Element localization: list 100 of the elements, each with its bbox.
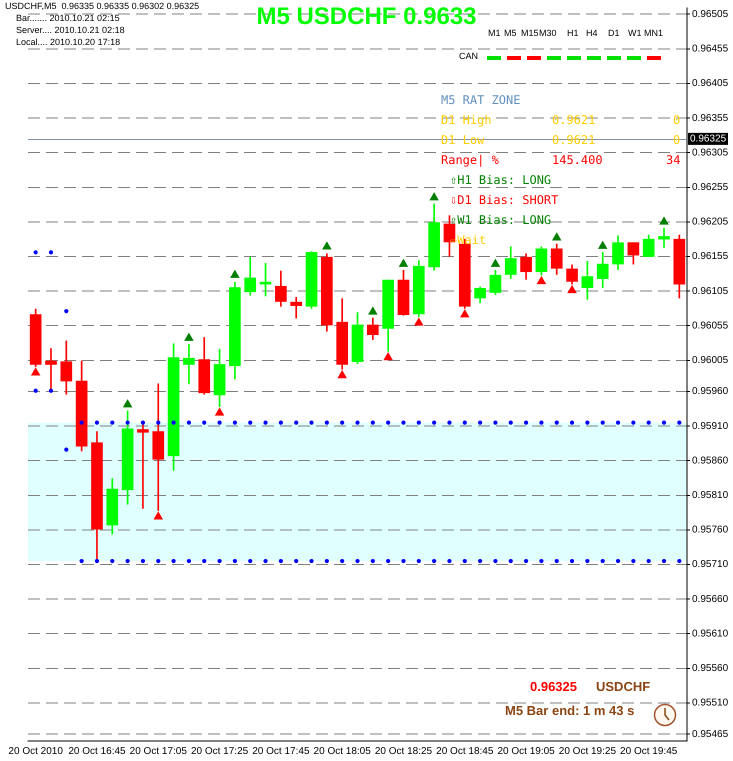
annotation: W1 [628,28,642,39]
y-tick-label: 0.96105 [692,286,729,297]
point [355,420,360,425]
point [215,408,224,416]
x-tick-label: 20 Oct 17:25 [190,746,249,757]
annotation: H1 [567,28,579,39]
point [508,558,513,564]
point [416,420,421,425]
point [217,558,222,564]
point [460,310,470,318]
annotation: CAN [459,51,478,62]
point [631,420,636,425]
x-tick-label: 20 Oct 18:45 [436,746,494,757]
point [230,270,240,278]
point [399,259,408,267]
annotation: 0 [673,113,680,128]
point [123,400,132,408]
point [646,420,651,425]
point [278,420,283,425]
x-tick-label: 20 Oct 19:45 [620,746,678,757]
point [432,420,436,425]
point [598,241,608,249]
point [31,368,40,376]
point [294,420,298,425]
y-tick-label: 0.95710 [692,559,729,570]
point [447,558,452,564]
point [677,420,682,425]
point [568,285,576,294]
point [414,318,424,326]
annotation: ⇧H1 Bias: LONG [450,173,552,188]
point [186,558,192,564]
x-tick-label: 20 Oct 16:45 [68,746,126,757]
point [110,558,114,564]
candlestick [45,348,57,392]
y-tick-label: 0.95910 [692,420,729,432]
point [662,420,666,425]
point [48,388,54,393]
y-tick-label: 0.95560 [692,663,729,674]
point [585,558,590,564]
point [493,420,498,425]
y-tick-label: 0.95610 [692,628,729,640]
y-tick-label: 0.96205 [692,216,729,228]
point [48,250,54,254]
annotation: M15 [521,28,539,39]
y-tick-label: 0.96355 [692,112,729,124]
point [140,420,146,425]
y-tick-label: 0.96005 [692,355,729,366]
point [184,333,194,341]
point [631,558,636,564]
point [263,558,268,564]
y-tick-label: 0.95465 [692,728,729,740]
point [34,250,38,254]
point [570,420,574,425]
point [554,558,559,564]
point [478,558,482,564]
point [384,352,393,360]
annotation: 0.9621 [552,133,596,148]
y-tick-label: 0.96305 [692,147,729,158]
point [324,420,329,425]
point [110,420,114,425]
point [217,420,222,425]
point [64,448,68,452]
point [370,420,375,425]
annotation: M5 [504,28,517,39]
point [660,216,668,225]
y-tick-label: 0.95810 [692,490,729,502]
point [508,420,513,425]
annotation: USDCHF [596,679,650,694]
candlestick [260,263,272,296]
point [156,558,160,564]
point [462,558,467,564]
point [34,388,38,393]
point [202,558,206,564]
y-tick-label: 0.95760 [692,524,729,536]
y-tick-label: 0.96455 [692,44,729,55]
point [570,558,574,564]
point [154,512,163,520]
point [600,420,605,425]
point [493,558,498,564]
point [171,558,176,564]
point [478,420,482,425]
point [552,232,562,241]
point [232,558,237,564]
y-tick-label: 0.95510 [692,698,729,709]
annotation: Bar....... 2010.10.21 02:15 [16,13,120,24]
y-tick-label: 0.96055 [692,320,729,332]
point [677,558,682,564]
point [600,558,605,564]
point [401,558,406,564]
point [248,558,252,564]
point [309,558,314,564]
point [94,558,100,564]
annotation: Local.... 2010.10.20 17:18 [16,37,120,48]
annotation: Range| % [441,153,499,168]
annotation: Server.... 2010.10.21 02:18 [16,25,125,36]
point [524,420,528,425]
point [401,420,406,425]
x-tick-label: 20 Oct 2010 [8,746,64,757]
point [539,558,544,564]
point [338,370,347,378]
